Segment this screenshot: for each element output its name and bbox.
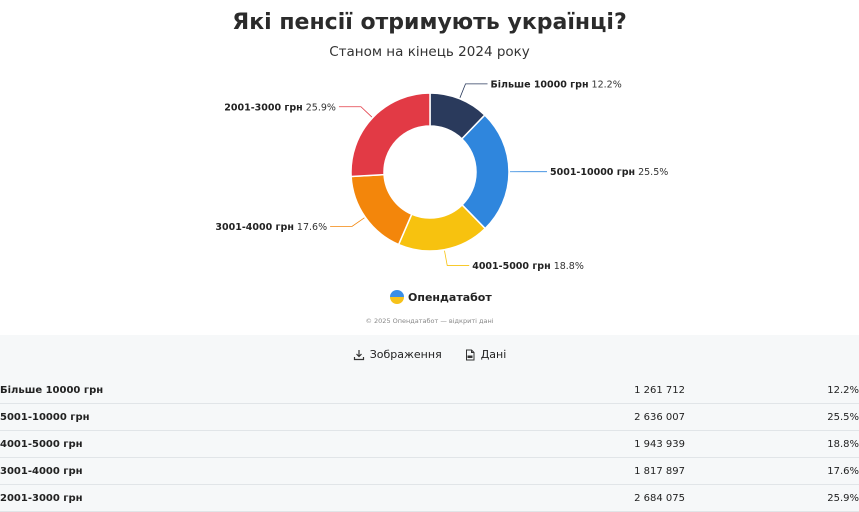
slice-label-2: 5001-10000 грн 25.5% [550, 167, 668, 178]
table-row: 3001-4000 грн 1 817 897 17.6% [0, 457, 859, 485]
leader-line-3 [444, 250, 470, 266]
chart-card: Які пенсії отримують українці? Станом на… [215, 10, 669, 325]
brand-name: Опендатабот [408, 290, 492, 304]
data-table: Більше 10000 грн 1 261 712 12.2% 5001-10… [0, 377, 859, 512]
row-percent: 12.2% [685, 377, 859, 404]
download-data-label: Дані [480, 348, 507, 361]
row-percent: 25.9% [685, 484, 859, 512]
table-row: 4001-5000 грн 1 943 939 18.8% [0, 430, 859, 458]
opendatabot-logo-icon [390, 290, 404, 304]
row-category: 3001-4000 грн [0, 457, 500, 485]
leader-line-1 [459, 83, 488, 98]
row-percent: 25.5% [685, 403, 859, 431]
donut-slice-5[interactable] [350, 92, 431, 178]
row-category: 5001-10000 грн [0, 403, 500, 431]
row-count: 2 684 075 [500, 484, 685, 512]
leader-line-5 [338, 106, 373, 118]
row-category: Більше 10000 грн [0, 377, 500, 404]
row-percent: 17.6% [685, 457, 859, 485]
table-row: 2001-3000 грн 2 684 075 25.9% [0, 484, 859, 512]
download-image-button[interactable]: Зображення [353, 348, 442, 361]
slice-label-1: Більше 10000 грн 12.2% [491, 79, 622, 90]
download-data-button[interactable]: Дані [464, 348, 507, 361]
download-icon [353, 349, 364, 360]
row-count: 2 636 007 [500, 403, 685, 431]
table-row: Більше 10000 грн 1 261 712 12.2% [0, 377, 859, 404]
row-count: 1 943 939 [500, 430, 685, 458]
row-count: 1 817 897 [500, 457, 685, 485]
slice-label-5: 2001-3000 грн 25.9% [224, 102, 336, 113]
csv-file-icon [465, 349, 475, 360]
chart-subtitle: Станом на кінець 2024 року [329, 44, 530, 60]
slice-label-4: 3001-4000 грн 17.6% [215, 222, 327, 233]
leader-line-4 [330, 217, 365, 227]
data-panel: Зображення Дані Більше 10000 грн 1 261 7… [0, 335, 859, 512]
chart-title: Які пенсії отримують українці? [232, 10, 627, 35]
download-image-label: Зображення [369, 348, 442, 361]
table-row: 5001-10000 грн 2 636 007 25.5% [0, 403, 859, 431]
row-category: 2001-3000 грн [0, 484, 500, 512]
slice-label-3: 4001-5000 грн 18.8% [472, 261, 584, 272]
row-category: 4001-5000 грн [0, 430, 500, 458]
row-count: 1 261 712 [500, 377, 685, 404]
donut-chart: Більше 10000 грн 12.2% 5001-10000 грн 25.… [215, 79, 668, 272]
export-actions: Зображення Дані [0, 348, 859, 361]
donut-slice-4[interactable] [350, 173, 413, 246]
brand: Опендатабот [390, 289, 492, 305]
copyright: © 2025 Опендатабот — відкриті дані [365, 317, 494, 325]
row-percent: 18.8% [685, 430, 859, 458]
